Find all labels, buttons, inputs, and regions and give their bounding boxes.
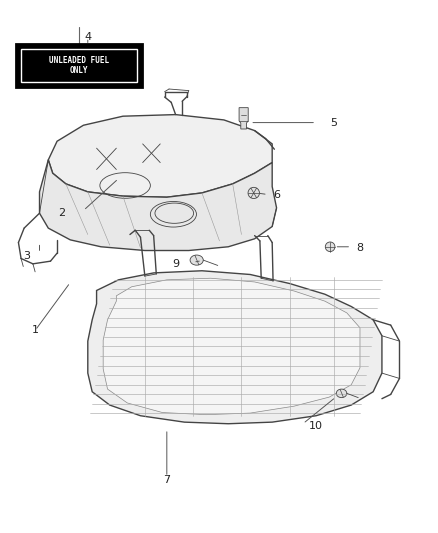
Text: 9: 9 (172, 259, 179, 269)
Ellipse shape (336, 389, 346, 398)
Text: 6: 6 (272, 190, 279, 199)
FancyBboxPatch shape (16, 44, 141, 87)
Text: UNLEADED FUEL
ONLY: UNLEADED FUEL ONLY (49, 55, 109, 75)
Polygon shape (239, 108, 247, 129)
Polygon shape (48, 115, 272, 197)
Polygon shape (88, 271, 381, 424)
FancyBboxPatch shape (21, 49, 137, 82)
Text: 2: 2 (58, 208, 65, 218)
Text: 5: 5 (329, 118, 336, 127)
Ellipse shape (247, 187, 259, 198)
Ellipse shape (325, 242, 334, 252)
Text: 3: 3 (23, 251, 30, 261)
Text: 7: 7 (163, 475, 170, 484)
Polygon shape (39, 160, 276, 251)
Ellipse shape (190, 255, 203, 265)
Text: 1: 1 (32, 326, 39, 335)
Polygon shape (103, 278, 359, 415)
Text: 10: 10 (308, 422, 322, 431)
Text: 8: 8 (356, 243, 363, 253)
Text: 4: 4 (84, 33, 91, 42)
